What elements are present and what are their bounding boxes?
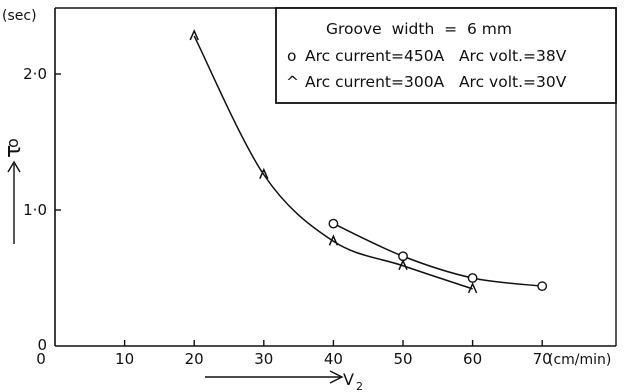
x-tick-label: 10 xyxy=(115,350,134,368)
x-tick-label: 20 xyxy=(185,350,204,368)
data-point-caret xyxy=(398,258,408,271)
x-tick-label: 0 xyxy=(36,350,46,368)
data-point-circle xyxy=(537,281,548,292)
x-tick-label: 40 xyxy=(324,350,343,368)
y-axis-label-symbol: τ xyxy=(1,145,26,158)
x-tick-label: 50 xyxy=(393,350,412,368)
x-axis-label-symbol: V xyxy=(343,370,354,389)
x-tick-label: 30 xyxy=(254,350,273,368)
x-axis-arrowhead xyxy=(329,370,344,384)
legend-box xyxy=(275,7,617,104)
x-axis-label-subscript: 2 xyxy=(356,380,363,392)
y-axis-arrowhead xyxy=(7,160,21,173)
y-ticks: 0 1·0 2·0 xyxy=(23,65,61,354)
legend-entry-300a: Arc current=300A Arc volt.=30V xyxy=(305,73,567,91)
data-point-circle xyxy=(467,273,478,283)
x-tick-label: 60 xyxy=(463,350,482,368)
y-tick-label: 1·0 xyxy=(23,201,47,219)
x-ticks: 0 10 20 30 40 50 60 70 xyxy=(36,340,552,368)
data-point-caret xyxy=(467,282,478,294)
data-point-circle xyxy=(328,218,339,229)
y-tick-label: 2·0 xyxy=(23,65,47,83)
x-tick-label: 70 xyxy=(533,350,552,368)
data-point-caret xyxy=(189,29,199,41)
series-line-450a xyxy=(333,222,543,287)
series-line-300a xyxy=(193,35,473,290)
y-axis-label: τ o xyxy=(1,138,26,244)
legend-entry-450a: Arc current=450A Arc volt.=38V xyxy=(305,47,567,65)
y-unit-label: (sec) xyxy=(2,8,37,24)
data-point-caret xyxy=(328,234,339,246)
legend-marker-caret: ^ xyxy=(286,73,299,91)
legend: Groove width = 6 mm o Arc current=450A A… xyxy=(275,7,617,104)
y-tick-label: 0 xyxy=(37,336,47,354)
legend-title: Groove width = 6 mm xyxy=(326,20,512,38)
data-point-caret xyxy=(259,167,269,179)
x-unit-label: (cm/min) xyxy=(548,352,611,368)
markers xyxy=(189,29,548,294)
x-axis-label: V 2 xyxy=(205,370,363,392)
y-axis-label-subscript: o xyxy=(3,138,22,148)
curves xyxy=(193,35,543,290)
legend-marker-circle: o xyxy=(287,47,296,65)
